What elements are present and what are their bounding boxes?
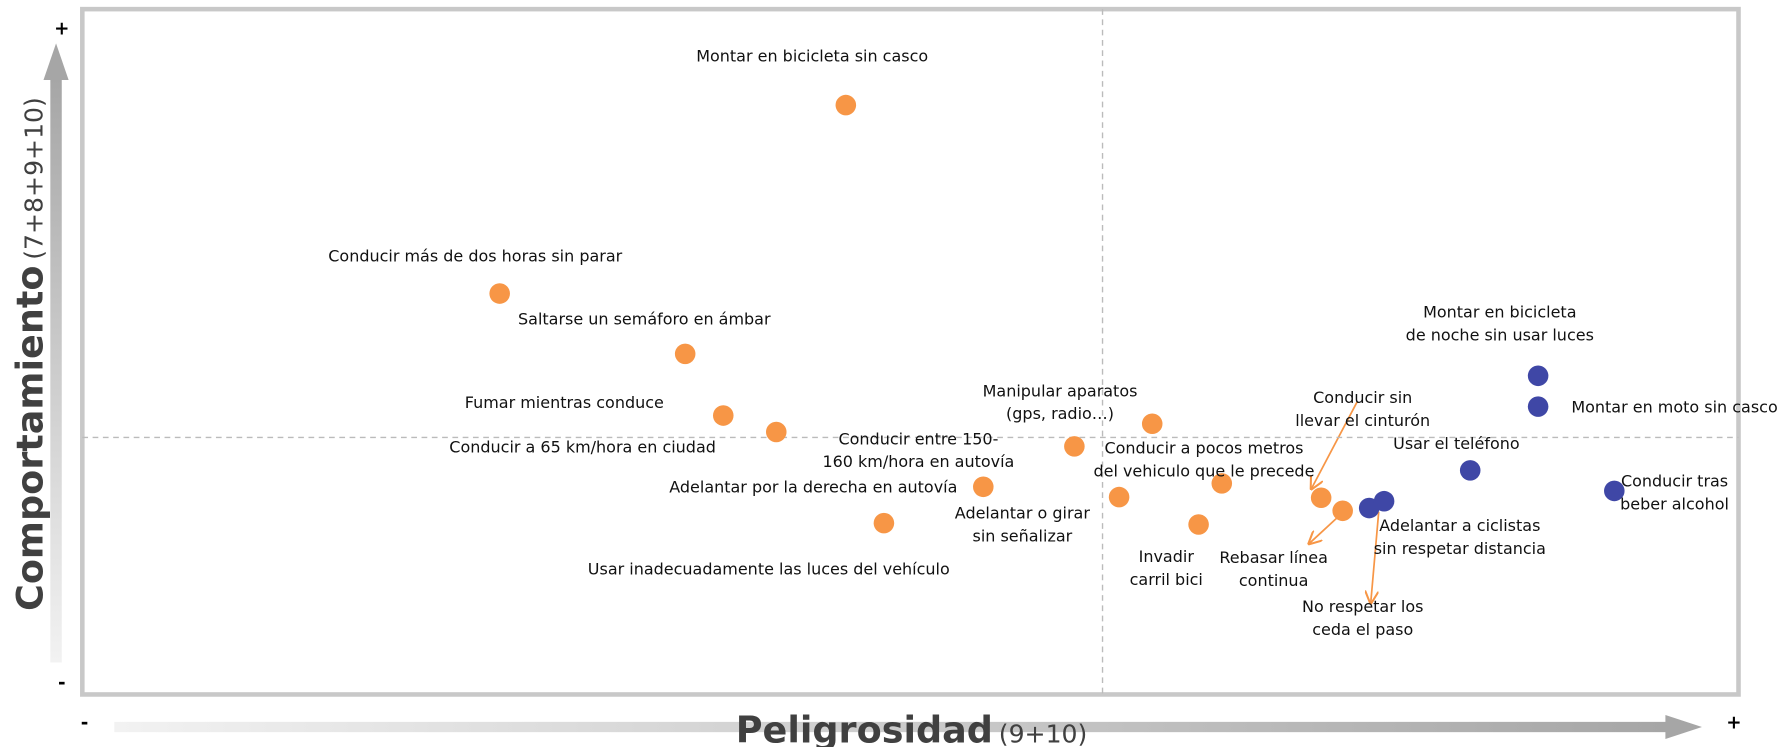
point-label: Adelantar o girar sin señalizar — [955, 504, 1091, 546]
y-low: - — [58, 673, 66, 694]
label-line: No respetar los — [1302, 597, 1423, 616]
point — [1459, 460, 1481, 481]
label-line: llevar el cinturón — [1295, 411, 1430, 430]
label-line: Conducir sin — [1313, 388, 1412, 407]
y-label: Comportamiento — [8, 266, 51, 611]
label-line: continua — [1239, 571, 1308, 590]
point-label: Saltarse un semáforo en ámbar — [518, 309, 771, 328]
point-label: Montar en bicicleta de noche sin usar luc… — [1406, 303, 1594, 345]
label-line: Conducir a pocos metros — [1104, 438, 1303, 457]
y-arrow-head — [43, 43, 69, 80]
label-line: (gps, radio…) — [1006, 404, 1114, 423]
label-line: de noche sin usar luces — [1406, 325, 1594, 344]
x-label-note: (9+10) — [999, 719, 1088, 747]
label-line: Conducir entre 150- — [838, 429, 998, 448]
point-label: Usar inadecuadamente las luces del vehíc… — [588, 560, 950, 579]
label-line: Montar en bicicleta sin casco — [696, 47, 928, 66]
callout-arrow — [1311, 401, 1358, 489]
y-label-note: (7+8+9+10) — [19, 97, 48, 260]
label-line: Usar el teléfono — [1393, 434, 1520, 453]
y-axis-arrow — [50, 77, 62, 663]
x-high: + — [1726, 713, 1741, 734]
point — [765, 421, 787, 443]
label-line: Conducir a 65 km/hora en ciudad — [449, 437, 716, 456]
point-label: Adelantar por la derecha en autovía — [669, 477, 957, 496]
point — [1108, 486, 1130, 508]
label-line: Adelantar a ciclistas — [1379, 516, 1540, 535]
point-label: Montar en bicicleta sin casco — [696, 47, 928, 66]
callout-arrow — [1309, 515, 1340, 543]
label-line: Montar en moto sin casco — [1571, 397, 1777, 416]
point-label: Conducir más de dos horas sin parar — [328, 247, 622, 266]
label-line: ceda el paso — [1312, 620, 1413, 639]
point — [1141, 413, 1163, 435]
point — [1188, 514, 1209, 535]
point — [835, 94, 857, 116]
label-line: Rebasar línea — [1219, 548, 1328, 567]
label-line: del vehiculo que le precede — [1093, 461, 1314, 480]
point-label: Adelantar a ciclistas sin respetar distan… — [1374, 516, 1546, 558]
point-label: Conducir a pocos metros del vehiculo que … — [1093, 438, 1314, 480]
label-line: Manipular aparatos — [983, 381, 1138, 400]
point — [1064, 436, 1085, 457]
label-line: Conducir tras — [1621, 472, 1728, 491]
label-line: Adelantar o girar — [955, 504, 1091, 523]
point — [1527, 365, 1549, 387]
label-line: Montar en bicicleta — [1423, 303, 1576, 322]
x-label: Peligrosidad — [736, 708, 993, 747]
x-axis-arrow — [114, 721, 1668, 733]
point-label: Manipular aparatos (gps, radio…) — [983, 381, 1138, 423]
label-line: sin señalizar — [972, 526, 1072, 545]
plot-frame — [80, 6, 1741, 697]
point — [1604, 480, 1625, 502]
point-label: Conducir entre 150- 160 km/hora en autoví… — [822, 429, 1014, 471]
label-line: sin respetar distancia — [1374, 539, 1546, 558]
x-arrow-head — [1665, 715, 1702, 740]
label-line: Fumar mientras conduce — [465, 393, 664, 412]
point-label: Conducir sin llevar el cinturón — [1295, 388, 1430, 430]
point — [489, 283, 510, 304]
label-line: 160 km/hora en autovía — [822, 452, 1014, 471]
point-label: No respetar los ceda el paso — [1302, 597, 1423, 639]
point-label: Conducir tras beber alcohol — [1620, 472, 1729, 514]
label-line: Saltarse un semáforo en ámbar — [518, 309, 771, 328]
point — [674, 343, 696, 365]
label-line: Usar inadecuadamente las luces del vehíc… — [588, 560, 950, 579]
point — [1373, 490, 1395, 512]
point-label: Rebasar línea continua — [1219, 548, 1328, 590]
callout-arrow — [1371, 511, 1380, 603]
x-low: - — [81, 713, 89, 734]
point — [873, 512, 895, 534]
y-axis-title: Comportamiento (7+8+9+10) — [8, 97, 51, 611]
point-label: Usar el teléfono — [1393, 434, 1520, 453]
y-high: + — [54, 18, 69, 39]
label-line: Conducir más de dos horas sin parar — [328, 247, 622, 266]
point-label: Conducir a 65 km/hora en ciudad — [449, 437, 716, 456]
point-label: Invadir carril bici — [1130, 547, 1203, 589]
point-label: Fumar mientras conduce — [465, 393, 664, 412]
label-line: Adelantar por la derecha en autovía — [669, 477, 957, 496]
point — [1310, 487, 1332, 509]
label-line: beber alcohol — [1620, 494, 1729, 513]
label-line: carril bici — [1130, 570, 1203, 589]
point — [1527, 396, 1549, 417]
x-axis-title: Peligrosidad (9+10) — [736, 708, 1088, 747]
point — [973, 476, 994, 498]
point — [1211, 473, 1233, 494]
point-label: Montar en moto sin casco — [1571, 397, 1777, 416]
point — [1332, 500, 1353, 522]
point — [712, 405, 734, 426]
label-line: Invadir — [1139, 547, 1195, 566]
